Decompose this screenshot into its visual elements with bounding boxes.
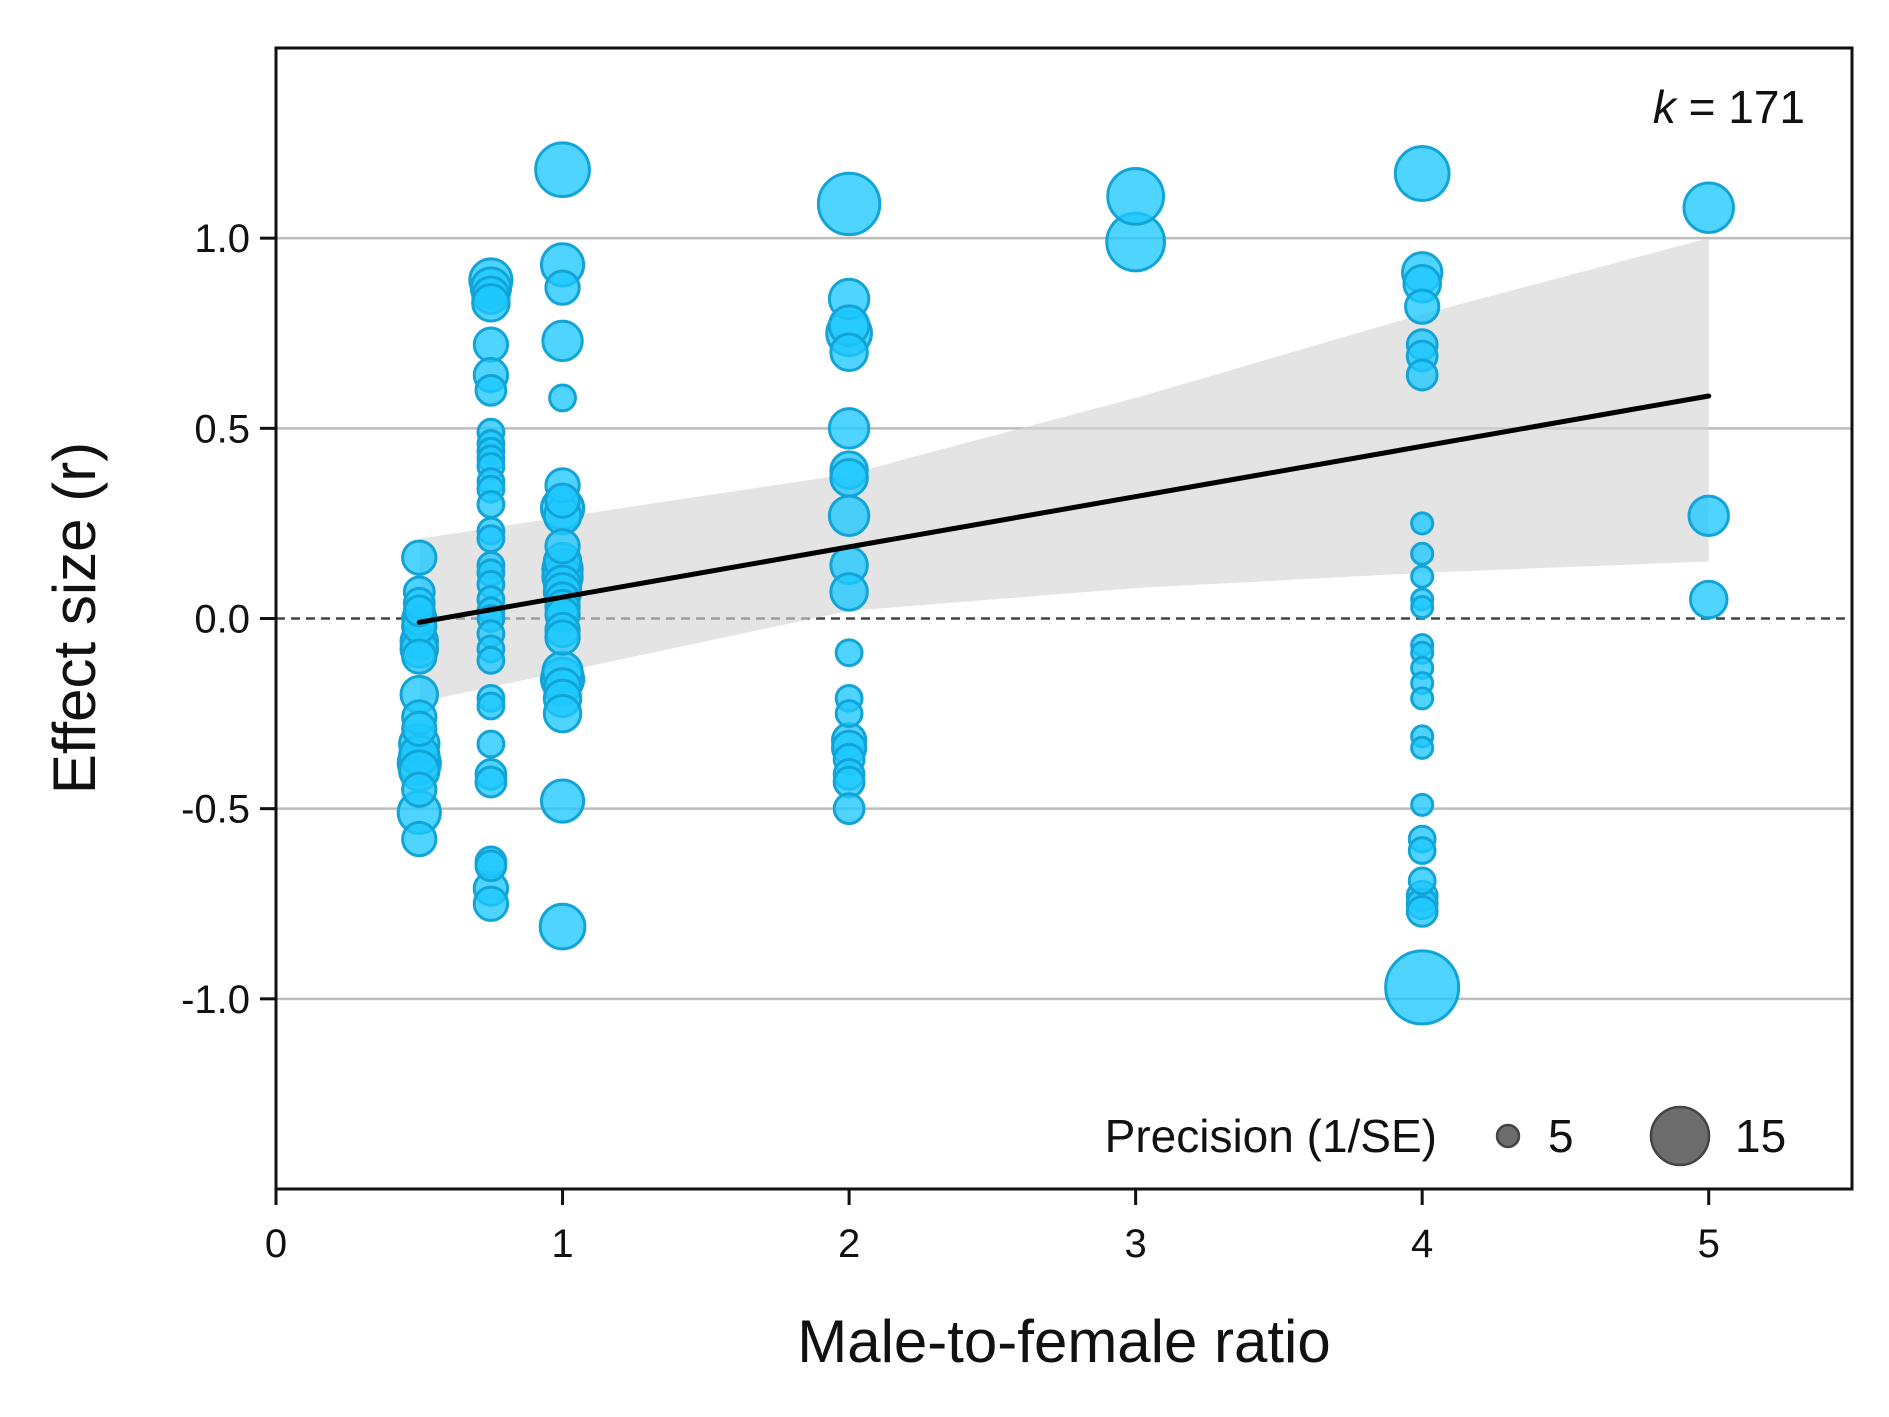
legend-key-small [1495,1123,1521,1149]
x-tick-label: 3 [1125,1222,1147,1266]
y-tick-label: 0.5 [194,407,250,451]
data-point [816,171,882,237]
data-point [834,699,864,728]
data-point [1407,836,1437,865]
data-point [1410,511,1435,536]
data-point [544,482,581,519]
data-point [832,792,866,826]
data-point [829,332,869,373]
data-point [474,765,508,799]
legend-label-small: 5 [1548,1110,1574,1162]
y-tick-label: 0.0 [194,598,250,642]
x-tick-label: 4 [1411,1222,1433,1266]
data-point [1410,792,1435,817]
regression-line [416,393,1712,625]
data-point [401,539,438,576]
data-point [1682,181,1735,234]
data-point [471,283,511,323]
data-point [1410,541,1435,566]
legend: Precision (1/SE) 5 15 [1105,1105,1786,1167]
x-tick-label: 0 [265,1222,287,1266]
data-point [827,494,871,538]
data-point [476,489,506,519]
x-tick-label: 5 [1698,1222,1720,1266]
data-point [472,885,510,922]
data-point [476,691,506,721]
data-point [544,619,581,656]
data-point [1106,166,1166,226]
data-point [829,458,869,498]
y-axis-title: Effect size (r) [41,442,108,794]
data-point [1410,686,1435,711]
data-point [401,638,438,675]
y-tick-label: 1.0 [194,217,250,261]
data-point [538,902,587,951]
data-points [396,141,1735,1026]
data-point [1393,145,1451,202]
data-point [1687,494,1730,538]
data-point [544,269,581,306]
data-point [544,528,581,565]
x-tick-label: 2 [838,1222,860,1266]
x-tick-label: 1 [551,1222,573,1266]
data-point [401,771,438,808]
y-tick-label: -1.0 [181,978,250,1022]
legend-key-large [1649,1105,1711,1167]
data-point [476,729,506,759]
data-point [534,141,591,199]
data-point [474,373,508,407]
data-point [548,383,577,413]
y-tick-label: -0.5 [181,788,250,832]
data-point [401,710,438,747]
data-point [1407,866,1437,896]
data-point [829,572,869,612]
data-point [1384,949,1461,1026]
data-point [476,524,506,554]
data-point [827,407,871,450]
data-point [402,594,436,628]
confidence-band-area [419,238,1709,703]
axis-ticks: 0 1 2 3 4 5 -1.0 -0.5 0.0 0.5 1.0 [181,217,1720,1266]
data-point [1405,894,1439,928]
data-point [474,849,508,883]
data-point [539,778,586,824]
data-point [1405,358,1439,392]
data-point [1404,288,1441,325]
regression-line-group [416,393,1712,625]
data-point [1688,579,1729,620]
annotation-value: = 171 [1676,81,1805,133]
data-point [472,326,510,363]
sample-size-annotation: k = 171 [1653,81,1805,133]
data-point [542,693,583,734]
data-point [541,319,584,363]
data-point [1410,735,1435,760]
confidence-band [419,238,1709,703]
data-point [834,638,864,668]
data-point [401,820,438,858]
x-axis-title: Male-to-female ratio [797,1308,1331,1375]
legend-label-large: 15 [1735,1110,1786,1162]
annotation-k-symbol: k [1653,81,1678,133]
data-point [1410,564,1435,589]
legend-title: Precision (1/SE) [1105,1110,1437,1162]
data-point [476,645,506,675]
data-point [1410,595,1435,620]
